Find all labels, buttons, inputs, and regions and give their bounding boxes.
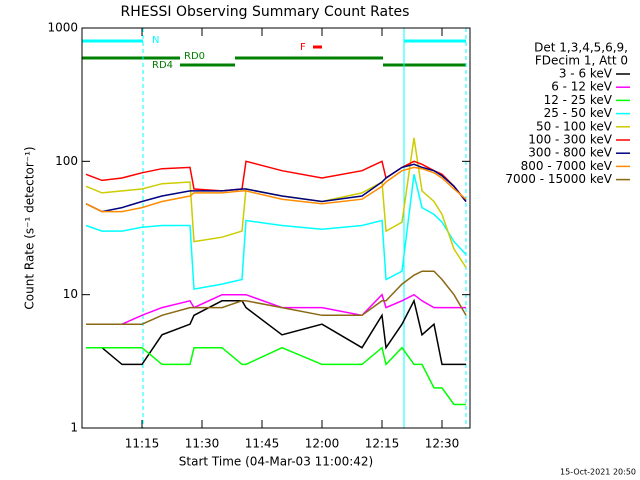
series-line [86, 270, 467, 325]
legend-header: FDecim 1, Att 0 [535, 54, 628, 68]
chart-title: RHESSI Observing Summary Count Rates [121, 4, 410, 20]
y-tick-label: 1 [70, 421, 78, 435]
series-line [86, 293, 466, 325]
legend-label: 50 - 100 keV [536, 119, 613, 133]
y-axis-label: Count Rate (s⁻¹ detector⁻¹) [23, 146, 37, 309]
series-line [85, 163, 467, 213]
series-line [86, 298, 466, 366]
y-tick-label: 100 [55, 154, 78, 168]
annotation: N [152, 35, 159, 46]
legend-label: 300 - 800 keV [528, 146, 612, 160]
series-line [85, 174, 467, 290]
legend-label: 100 - 300 keV [528, 133, 612, 147]
legend-header: Det 1,3,4,5,6,9, [534, 41, 628, 55]
legend-label: 800 - 7000 keV [521, 159, 613, 173]
legend-label: 3 - 6 keV [559, 67, 613, 81]
series-line [86, 346, 466, 406]
legend-label: 12 - 25 keV [544, 93, 613, 107]
x-tick-label: 12:00 [305, 437, 340, 451]
annotation: RD0 [184, 51, 205, 62]
legend-label: 7000 - 15000 keV [505, 172, 612, 186]
annotation: RD4 [152, 60, 173, 71]
x-tick-label: 11:15 [125, 437, 160, 451]
x-tick-label: 11:45 [245, 437, 280, 451]
footer: 15-Oct-2021 20:50 [560, 468, 636, 477]
x-axis-label: Start Time (04-Mar-03 11:00:42) [179, 455, 373, 469]
legend-label: 25 - 50 keV [544, 106, 613, 120]
x-tick-label: 11:30 [185, 437, 220, 451]
annotation: F [300, 42, 306, 53]
series-line [85, 160, 467, 202]
x-tick-label: 12:15 [365, 437, 400, 451]
x-tick-label: 12:30 [425, 437, 460, 451]
series-line [85, 166, 467, 213]
y-tick-label: 1000 [47, 21, 78, 35]
plot-frame [81, 27, 471, 429]
legend-label: 6 - 12 keV [551, 80, 613, 94]
y-tick-label: 10 [63, 287, 78, 301]
